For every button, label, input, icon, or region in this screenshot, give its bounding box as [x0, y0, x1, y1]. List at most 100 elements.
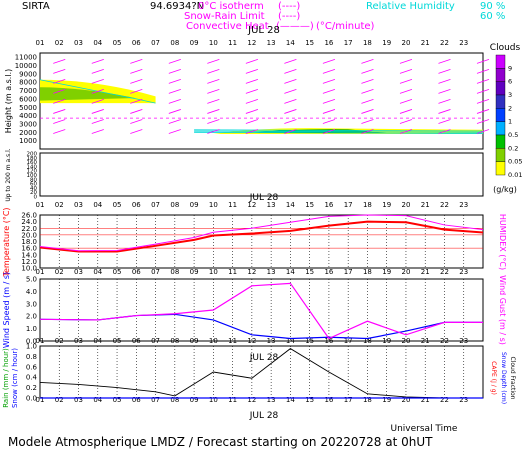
- wind-arrow: [207, 68, 220, 74]
- wind-arrow: [91, 129, 104, 134]
- colorbar-segment: [495, 161, 506, 176]
- y-tick-label: 0.8: [26, 353, 37, 361]
- hour-tick-label: 13: [267, 201, 276, 209]
- hour-tick-label: 03: [74, 268, 83, 276]
- y-tick-label: 3.0: [26, 300, 37, 308]
- wind-arrow: [399, 89, 413, 94]
- wind-arrow: [438, 89, 451, 94]
- hour-tick-label: 18: [363, 268, 372, 276]
- height-tick-label: 3000: [19, 120, 37, 128]
- wind-arrow: [207, 99, 220, 104]
- snow-depth-ylabel: Snow Depth (cm): [500, 352, 507, 404]
- hour-tick-label: 13: [267, 337, 276, 345]
- wind-arrow: [322, 109, 336, 114]
- hour-tick-label: 03: [74, 201, 83, 209]
- wind-arrow: [361, 68, 374, 74]
- cloud-fraction-ylabel: Cloud Fraction: [509, 357, 516, 400]
- hour-tick-label: 15: [305, 201, 314, 209]
- wind-arrow: [130, 68, 143, 74]
- wind-arrow: [168, 68, 181, 74]
- hour-tick-label: 22: [440, 201, 449, 209]
- hour-tick-label: 18: [363, 396, 372, 404]
- hour-tick-label: 22: [440, 39, 449, 47]
- hour-tick-label: 05: [113, 201, 122, 209]
- wind-arrow: [91, 58, 104, 64]
- y-tick-label: 0.6: [26, 363, 38, 371]
- hour-tick-label: 15: [305, 396, 314, 404]
- wind-arrow: [168, 89, 181, 94]
- cloud-fraction-line: [39, 348, 483, 399]
- hour-tick-label: 23: [459, 337, 468, 345]
- surface-tick-label: 100: [27, 173, 38, 179]
- wind-arrow: [438, 58, 451, 64]
- wind-arrow: [361, 119, 374, 124]
- wind-arrow: [399, 99, 413, 104]
- hour-tick-label: 17: [344, 337, 353, 345]
- hour-tick-label: 16: [324, 39, 333, 47]
- hour-tick-label: 12: [247, 396, 256, 404]
- wind-arrow: [245, 68, 258, 74]
- wind-arrow: [399, 58, 413, 64]
- y-tick-label: 22.0: [21, 225, 37, 233]
- hour-tick-label: 12: [247, 337, 256, 345]
- wind-arrow: [168, 129, 181, 134]
- hour-tick-label: 02: [55, 201, 64, 209]
- wind-arrow: [361, 109, 374, 114]
- legend-snow-dash: (----): [278, 11, 300, 22]
- cloud-area-high-core: [40, 87, 136, 101]
- wind-arrow: [130, 89, 143, 94]
- hour-tick-label: 01: [36, 39, 45, 47]
- hour-tick-label: 14: [286, 268, 295, 276]
- y-tick-label: 12.0: [21, 258, 37, 266]
- height-tick-label: 7000: [19, 87, 37, 95]
- hour-tick-label: 01: [36, 268, 45, 276]
- hour-tick-label: 10: [209, 201, 218, 209]
- wind-arrow: [130, 129, 143, 134]
- y-tick-label: 16.0: [21, 245, 37, 253]
- hour-tick-label: 18: [363, 337, 372, 345]
- wind-arrow: [245, 79, 258, 84]
- legend-conv-unit: (°C/minute): [316, 21, 375, 32]
- colorbar-segment: [495, 134, 506, 149]
- hour-tick-label: 01: [36, 396, 45, 404]
- colorbar-unit: (g/kg): [493, 185, 517, 194]
- hour-tick-label: 13: [267, 396, 276, 404]
- cape-ylabel: CAPE (J / g): [490, 361, 497, 395]
- hour-tick-label: 06: [132, 201, 141, 209]
- wind-arrow: [284, 129, 297, 134]
- colorbar-tick-label: 0.01: [508, 171, 522, 179]
- wind-arrow: [322, 68, 336, 74]
- wind-arrow: [476, 99, 490, 104]
- grid-lines: [40, 215, 483, 398]
- wind-arrow: [361, 99, 374, 104]
- hour-tick-label: 01: [36, 201, 45, 209]
- hour-tick-label: 01: [36, 337, 45, 345]
- wind-arrow: [207, 58, 220, 64]
- hour-tick-label: 10: [209, 39, 218, 47]
- height-tick-label: 11000: [15, 54, 37, 62]
- hour-tick-label: 14: [286, 39, 295, 47]
- wind-arrow: [53, 129, 66, 134]
- wind-arrow: [438, 109, 451, 114]
- legend-rh: Relative Humidity: [366, 1, 455, 12]
- height-tick-label: 5000: [19, 104, 37, 112]
- wind-arrow: [207, 129, 220, 134]
- surface-tick-label: 120: [27, 169, 38, 175]
- rain-ylabel: Rain (mm / hour): [2, 348, 10, 408]
- wind-arrow: [53, 119, 66, 124]
- hour-tick-label: 22: [440, 337, 449, 345]
- wind-arrow: [476, 129, 490, 134]
- colorbar-segment: [495, 68, 506, 82]
- hour-tick-label: 08: [170, 201, 179, 209]
- hour-tick-label: 14: [286, 201, 295, 209]
- y-tick-label: 0.0: [26, 338, 37, 346]
- wind-arrow: [130, 119, 143, 124]
- wind-arrow: [53, 89, 66, 94]
- wind-arrow: [322, 89, 336, 94]
- wind-arrow: [476, 68, 490, 74]
- surface-tick-label: 40: [30, 186, 37, 192]
- rh-contour: [39, 79, 156, 104]
- cloud-layers: [39, 79, 484, 134]
- hour-tick-label: 02: [55, 39, 64, 47]
